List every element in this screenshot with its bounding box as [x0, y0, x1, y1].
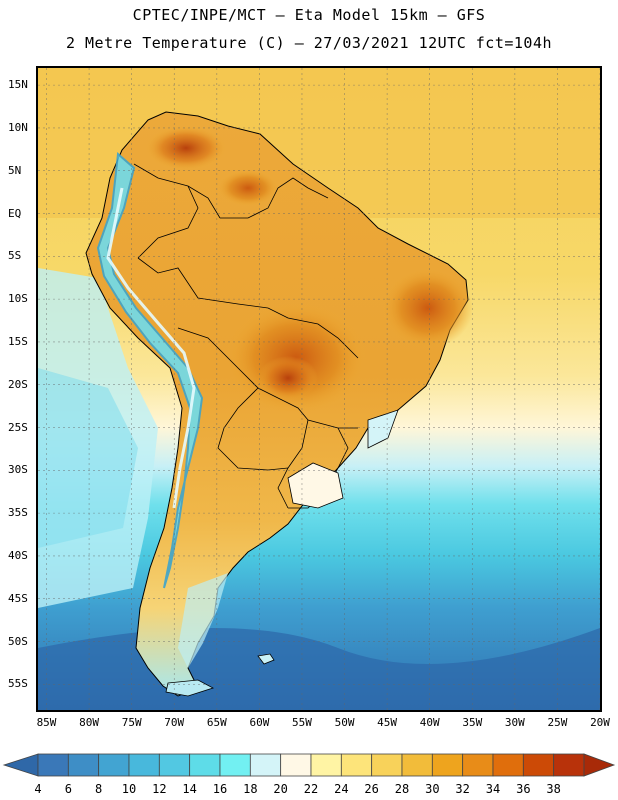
tierra-del-fuego: [165, 679, 215, 697]
lon-label: 55W: [292, 716, 312, 729]
lat-label: 10S: [8, 292, 28, 306]
heat-spot-northeast: [383, 268, 473, 348]
lat-label: 25S: [8, 420, 28, 434]
andes-cold-strip: [96, 151, 204, 589]
colorbar-swatch: [219, 753, 251, 777]
lon-label: 85W: [36, 716, 57, 729]
lat-label: 15S: [8, 334, 28, 348]
colorbar-label: 32: [455, 782, 470, 796]
heat-spot-mato-grosso: [258, 356, 318, 400]
lon-label: 70W: [164, 716, 185, 729]
lon-label: 30W: [504, 716, 525, 729]
colorbar-label: 24: [334, 782, 349, 796]
lat-label: 40S: [8, 548, 28, 562]
colorbar-low-arrow: [2, 753, 39, 777]
lat-label: 50S: [8, 634, 28, 648]
colorbar-swatch: [189, 753, 221, 777]
colorbar-label: 4: [34, 782, 42, 796]
colorbar-swatch: [340, 753, 373, 777]
lat-label: 45S: [8, 591, 28, 605]
colorbar-swatch: [310, 753, 342, 777]
lon-label: 65W: [206, 716, 227, 729]
lon-label: 75W: [121, 716, 142, 729]
colorbar-label: 28: [394, 782, 410, 796]
lat-label: 30S: [8, 463, 28, 477]
colorbar-label: 38: [546, 782, 561, 796]
lon-label: 60W: [249, 716, 270, 729]
map-svg: [38, 68, 600, 710]
falkland-islands: [257, 653, 275, 665]
heat-spot-guiana: [218, 170, 278, 206]
colorbar-swatch: [280, 753, 312, 777]
colorbar-swatch: [553, 753, 585, 777]
colorbar-label: 26: [364, 782, 379, 796]
colorbar-label: 36: [516, 782, 531, 796]
lat-label: 5N: [8, 163, 22, 177]
lon-label: 40W: [419, 716, 440, 729]
colorbar-swatch: [128, 753, 160, 777]
colorbar-swatch: [431, 753, 464, 777]
colorbar-label: 8: [95, 782, 103, 796]
lon-label: 25W: [547, 716, 568, 729]
colorbar-label: 10: [121, 782, 137, 796]
lat-label: 55S: [8, 677, 28, 691]
lat-label: 35S: [8, 506, 28, 520]
colorbar-label: 34: [485, 782, 501, 796]
colorbar-label: 12: [152, 782, 167, 796]
colorbar-swatch: [522, 753, 555, 777]
lon-label: 80W: [79, 716, 100, 729]
lon-label: 35W: [462, 716, 483, 729]
colorbar-swatch: [67, 753, 100, 777]
lat-label: 15N: [8, 78, 28, 92]
patagonia-cool: [178, 573, 228, 668]
lon-label: 45W: [377, 716, 398, 729]
lat-label: 20S: [8, 377, 28, 391]
temperature-map[interactable]: [36, 66, 602, 712]
colorbar-label: 20: [273, 782, 288, 796]
chart-title: CPTEC/INPE/MCT – Eta Model 15km – GFS: [132, 6, 486, 24]
lat-label: 10N: [8, 120, 28, 134]
colorbar-swatch: [37, 753, 69, 777]
pacific-upwelling: [38, 368, 138, 548]
chart-subtitle: 2 Metre Temperature (C) – 27/03/2021 12U…: [65, 34, 553, 52]
colorbar-label: 22: [303, 782, 319, 796]
colorbar-swatch: [98, 753, 130, 777]
lon-label: 20W: [590, 716, 610, 729]
colorbar-swatch: [249, 753, 282, 777]
southeast-coast-cool: [367, 409, 399, 449]
temperature-colorbar: [2, 753, 616, 777]
heat-spot-venezuela: [146, 126, 226, 170]
colorbar-label: 30: [425, 782, 440, 796]
colorbar-swatch: [492, 753, 524, 777]
colorbar-label: 18: [243, 782, 258, 796]
lat-label: 5S: [8, 249, 22, 263]
colorbar-swatch: [371, 753, 403, 777]
andes-snow-core: [106, 187, 196, 509]
lat-lon-grid: [38, 68, 600, 710]
lon-label: 50W: [334, 716, 355, 729]
lat-label: EQ: [8, 206, 22, 220]
colorbar-label: 16: [212, 782, 228, 796]
colorbar-swatch: [158, 753, 191, 777]
colorbar-swatch: [401, 753, 433, 777]
colorbar-high-arrow: [583, 753, 616, 777]
colorbar-swatch: [462, 753, 494, 777]
colorbar-label: 14: [182, 782, 197, 796]
colorbar-label: 6: [64, 782, 72, 796]
